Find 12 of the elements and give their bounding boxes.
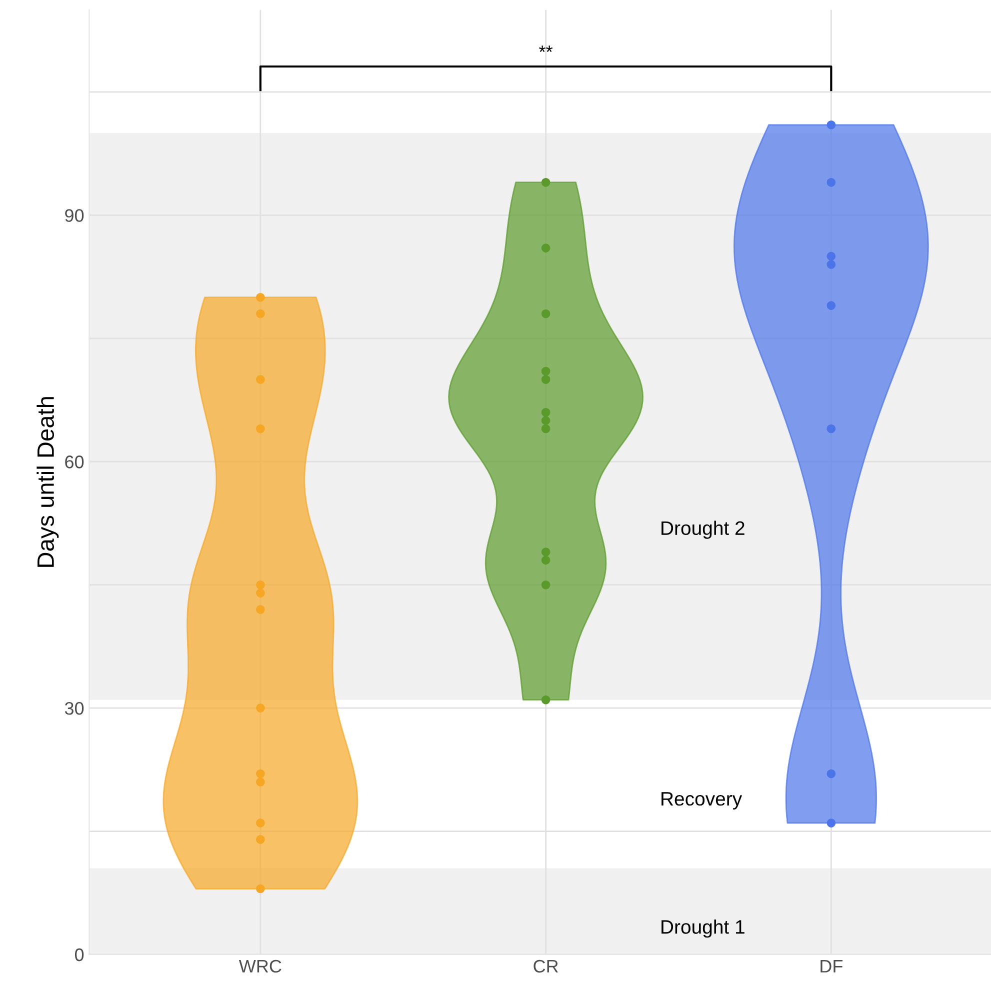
y-tick-label: 0	[74, 948, 84, 962]
band-label: Drought 1	[662, 920, 744, 938]
x-tick-label: WRC	[238, 960, 282, 973]
x-tick-label: DF	[820, 960, 842, 972]
y-axis-title: Days until Death	[36, 397, 59, 567]
annotation: Recovery	[662, 792, 742, 810]
annotation: **	[539, 46, 553, 52]
band-label: Drought 2	[662, 520, 744, 539]
y-tick-label: 30	[64, 702, 84, 715]
y-tick-label: 60	[65, 456, 84, 468]
x-tick-label: CR	[534, 960, 558, 973]
y-tick-label: 90	[65, 209, 84, 222]
